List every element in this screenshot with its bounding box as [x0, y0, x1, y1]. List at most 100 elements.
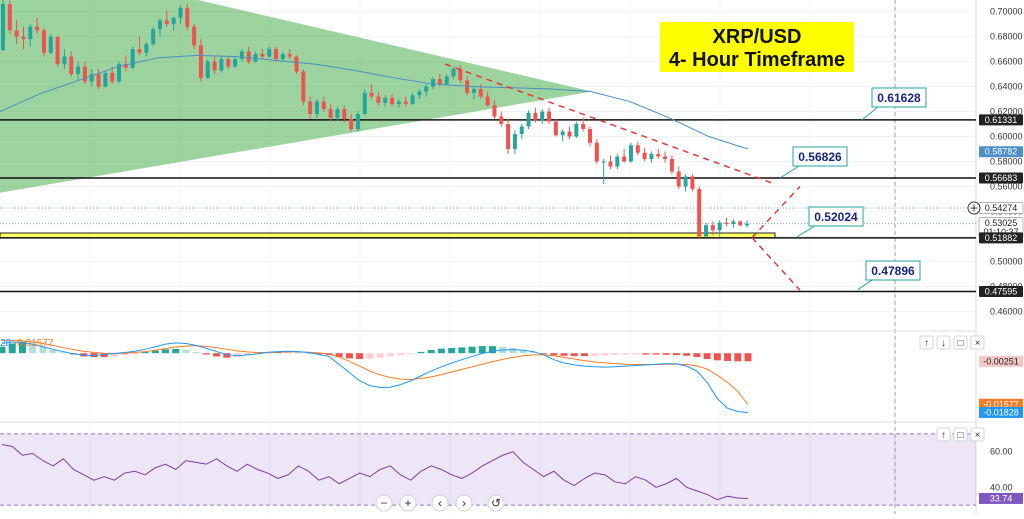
macd-histogram-bar: [356, 353, 364, 360]
up-arrow-icon[interactable]: [936, 427, 951, 442]
candle-body: [185, 7, 190, 27]
candle-body: [676, 171, 681, 187]
zoom-out-icon[interactable]: [375, 494, 393, 512]
macd-histogram-bar: [580, 353, 588, 357]
macd-histogram-bar: [448, 348, 456, 354]
macd-histogram-bar: [652, 353, 660, 355]
candle-body: [287, 54, 292, 57]
candle-body: [656, 154, 661, 157]
macd-histogram-bar: [458, 347, 466, 354]
candle-body: [704, 225, 709, 237]
candle-body: [710, 225, 715, 231]
macd-histogram-bar: [683, 353, 691, 356]
close-icon[interactable]: [970, 335, 985, 350]
candle-body: [41, 30, 46, 53]
macd-histogram-bar: [121, 353, 129, 356]
macd-histogram-bar: [305, 353, 313, 355]
candle-body: [717, 222, 722, 231]
candle-body: [89, 74, 94, 82]
maximize-icon[interactable]: [953, 427, 968, 442]
callout-pointer: [861, 106, 879, 121]
price-tick-label: 0.68000: [990, 32, 1023, 42]
candle-body: [274, 49, 279, 60]
candle-body: [233, 59, 238, 67]
macd-histogram-bar: [294, 352, 302, 354]
macd-line: [1, 341, 749, 413]
maximize-icon[interactable]: [953, 335, 968, 350]
candle-body: [581, 124, 586, 130]
candle-body: [253, 54, 258, 62]
candle-body: [567, 131, 572, 137]
moving-average-line: [0, 54, 749, 150]
candle-body: [226, 59, 231, 67]
candle-body: [355, 114, 360, 130]
candle-body: [588, 129, 593, 143]
candle-body: [21, 36, 26, 40]
macd-tag: [979, 355, 1023, 367]
macd-histogram-bar: [489, 346, 497, 354]
candle-body: [547, 111, 552, 122]
candle-body: [506, 124, 511, 150]
macd-histogram-bar: [427, 349, 435, 354]
candle-body: [96, 74, 101, 87]
price-tag: [979, 172, 1023, 184]
maximize-icon-glyph: □: [957, 338, 963, 349]
down-arrow-icon[interactable]: [936, 335, 951, 350]
candle-body: [669, 159, 674, 172]
chart-controls: ↑ ↓ □ × ↑ □ × − + ‹ › ↺: [375, 335, 985, 512]
macd-histogram-bar: [560, 353, 568, 356]
callout-box: [792, 146, 848, 167]
rsi-line: [1, 444, 749, 501]
price-tick-label: 0.70000: [990, 7, 1023, 17]
candle-body: [76, 66, 81, 75]
candle-body: [560, 131, 565, 136]
macd-histogram-bar: [243, 353, 251, 356]
chart-subtitle: 4- Hour Timeframe: [669, 49, 845, 71]
scroll-right-icon[interactable]: [455, 494, 473, 512]
price-axis: 0.70000 0.68000 0.66000 0.64000 0.62000 0.600…: [967, 7, 1024, 316]
macd-histogram-bar: [724, 353, 732, 361]
macd-tag-label: -0.01828: [983, 407, 1019, 417]
scroll-left-icon[interactable]: [431, 494, 449, 512]
macd-signal-line: [2, 339, 749, 405]
macd-histogram-bar: [162, 349, 170, 354]
zoom-in-icon-glyph: +: [404, 496, 411, 510]
candle-body: [239, 51, 244, 60]
candle-body: [444, 76, 449, 85]
price-tag-label: 0.54274: [985, 203, 1018, 213]
candle-body: [642, 152, 647, 160]
countdown-label: 01:10:37: [983, 227, 1018, 237]
macd-histogram-bar: [509, 348, 517, 354]
candle-body: [628, 145, 633, 162]
moving-average: [0, 54, 749, 150]
close-icon-glyph: ×: [975, 430, 981, 441]
price-tick-label: 0.50000: [990, 256, 1023, 266]
candle-body: [349, 119, 354, 130]
candle-body: [540, 111, 545, 121]
macd-histogram-bar: [29, 343, 37, 354]
candle-body: [192, 26, 197, 46]
callout-label: 0.56826: [798, 150, 842, 164]
up-arrow-icon[interactable]: [919, 335, 934, 350]
reset-icon[interactable]: [487, 494, 505, 512]
macd-histogram-bar: [315, 353, 323, 355]
zoom-in-icon[interactable]: [399, 494, 417, 512]
title-box: [660, 22, 854, 72]
close-icon[interactable]: [970, 427, 985, 442]
candle-body: [260, 54, 265, 57]
candle-body: [424, 86, 429, 92]
candle-body: [1, 4, 5, 51]
candle-body: [294, 56, 299, 72]
candle-body: [478, 89, 483, 97]
candle-body: [28, 26, 33, 40]
macd-histogram-bar: [703, 353, 711, 360]
candle-body: [431, 79, 436, 87]
macd-histogram-bar: [642, 353, 650, 355]
callout-box: [865, 260, 921, 281]
maximize-icon-glyph: □: [957, 430, 963, 441]
macd-histogram-bar: [366, 353, 374, 359]
candle-body: [178, 7, 183, 18]
bullish-projection: [751, 185, 801, 239]
candle-body: [458, 69, 463, 81]
